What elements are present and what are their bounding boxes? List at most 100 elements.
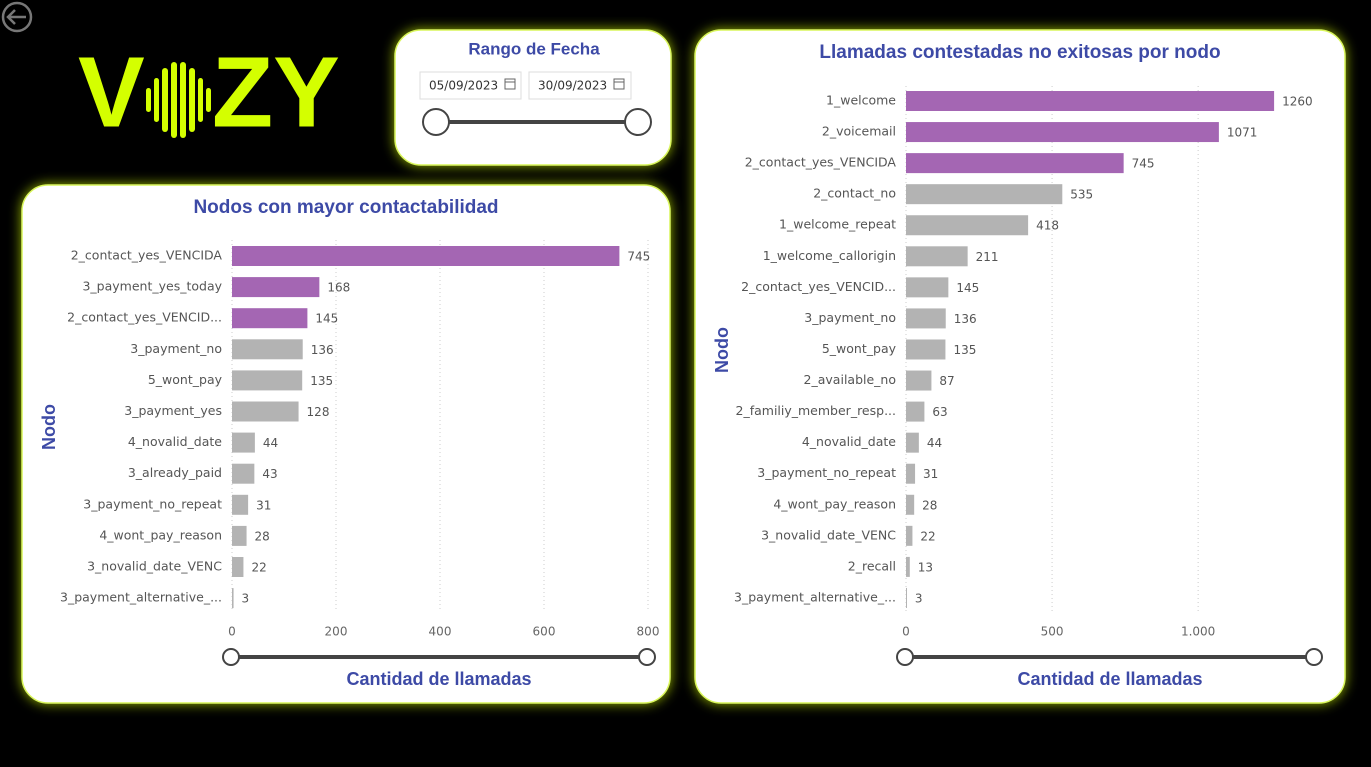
bar (906, 463, 916, 484)
bar (906, 308, 946, 329)
data-label: 43 (262, 467, 277, 481)
y-tick-label: 2_contact_yes_VENCIDA (745, 155, 897, 170)
x-tick-label: 0 (228, 625, 236, 639)
bar (232, 339, 303, 360)
y-tick-label: 3_payment_no_repeat (757, 465, 896, 480)
data-label: 3 (242, 592, 250, 606)
chart-panel (21, 184, 671, 704)
end-date-input[interactable]: 30/09/2023 (528, 71, 632, 100)
data-label: 136 (954, 312, 977, 326)
bar (906, 122, 1219, 143)
x-tick-label: 0 (902, 625, 910, 639)
y-tick-label: 3_novalid_date_VENC (761, 527, 896, 542)
bar (232, 370, 303, 391)
y-tick-label: 2_available_no (804, 372, 896, 387)
y-tick-label: 3_payment_yes_today (82, 279, 222, 294)
y-tick-label: 3_payment_alternative_... (60, 590, 222, 605)
data-label: 145 (315, 312, 338, 326)
y-tick-label: 5_wont_pay (822, 341, 897, 356)
y-tick-label: 2_familiy_member_resp... (736, 403, 897, 418)
data-label: 87 (939, 374, 954, 388)
data-label: 135 (310, 374, 333, 388)
start-date-input[interactable]: 05/09/2023 (419, 71, 522, 100)
y-tick-label: 3_novalid_date_VENC (87, 559, 222, 574)
y-tick-label: 4_wont_pay_reason (773, 496, 896, 511)
data-label: 1071 (1227, 126, 1258, 140)
y-tick-label: 1_welcome_callorigin (763, 248, 896, 263)
data-label: 168 (327, 281, 350, 295)
data-label: 63 (932, 405, 947, 419)
data-label: 145 (956, 281, 979, 295)
y-tick-label: 4_novalid_date (128, 434, 222, 449)
bar (906, 215, 1029, 236)
y-tick-label: 2_recall (848, 558, 896, 573)
y-tick-label: 2_voicemail (822, 124, 896, 139)
charts: Nodos con mayor contactabilidad Cantidad … (39, 42, 1323, 689)
bar (232, 308, 308, 329)
data-label: 128 (307, 405, 330, 419)
y-tick-label: 4_wont_pay_reason (99, 527, 222, 542)
bar (232, 588, 234, 609)
data-label: 3 (915, 591, 923, 605)
bar (906, 277, 949, 298)
bar (232, 557, 244, 577)
bar (906, 401, 925, 422)
y-tick-label: 4_novalid_date (802, 434, 896, 449)
bar (906, 246, 968, 267)
end-date: 30/09/2023 (538, 79, 607, 93)
bar (906, 339, 946, 360)
data-label: 22 (251, 561, 266, 575)
bar (232, 494, 249, 515)
logo-wave (146, 62, 211, 138)
y-tick-label: 3_payment_no (130, 341, 222, 356)
date-filter: Rango de Fecha 05/09/2023 30/09/2023 (394, 29, 672, 166)
y-tick-label: 1_welcome_repeat (779, 217, 896, 232)
data-label: 44 (263, 436, 278, 450)
bar (232, 432, 255, 453)
y-tick-label: 3_payment_yes (124, 403, 222, 418)
chart-title: Llamadas contestadas no exitosas por nod… (819, 42, 1220, 63)
x-tick-label: 200 (325, 625, 348, 639)
y-tick-label: 2_contact_no (813, 186, 896, 201)
slider-handle[interactable] (422, 108, 450, 136)
bar (906, 556, 910, 577)
data-label: 136 (311, 343, 334, 357)
chart-title: Nodos con mayor contactabilidad (193, 197, 498, 218)
start-date: 05/09/2023 (429, 79, 498, 93)
chart-panel (694, 29, 1346, 704)
slider-handle[interactable] (896, 648, 914, 666)
x-tick-label: 1.000 (1181, 625, 1215, 639)
bar (906, 494, 915, 515)
slider-handle[interactable] (222, 648, 240, 666)
data-label: 418 (1036, 219, 1059, 233)
data-label: 28 (255, 529, 270, 543)
bar (232, 463, 255, 484)
slider-handle[interactable] (638, 648, 656, 666)
y-axis-label: Nodo (39, 404, 59, 450)
data-label: 135 (953, 343, 976, 357)
bar (232, 246, 620, 266)
logo: V ZY (78, 36, 340, 148)
slider-handle[interactable] (624, 108, 652, 136)
back-button[interactable] (1, 1, 33, 33)
data-label: 31 (256, 498, 271, 512)
data-label: 745 (1132, 157, 1155, 171)
y-axis-label: Nodo (712, 327, 732, 373)
bar (906, 153, 1124, 174)
data-label: 44 (927, 436, 942, 450)
bar (906, 184, 1063, 205)
x-tick-label: 800 (637, 625, 660, 639)
x-axis-label: Cantidad de llamadas (346, 669, 531, 689)
logo-text: ZY (212, 36, 340, 148)
y-tick-label: 3_payment_no (804, 310, 896, 325)
bar (906, 432, 919, 453)
data-label: 28 (922, 498, 937, 512)
x-tick-label: 600 (533, 625, 556, 639)
slider-handle[interactable] (1305, 648, 1323, 666)
y-tick-label: 3_payment_alternative_... (734, 589, 896, 604)
bar (232, 401, 299, 422)
y-tick-label: 3_payment_no_repeat (83, 496, 222, 511)
y-tick-label: 2_contact_yes_VENCID... (67, 310, 222, 325)
bar (232, 277, 320, 298)
